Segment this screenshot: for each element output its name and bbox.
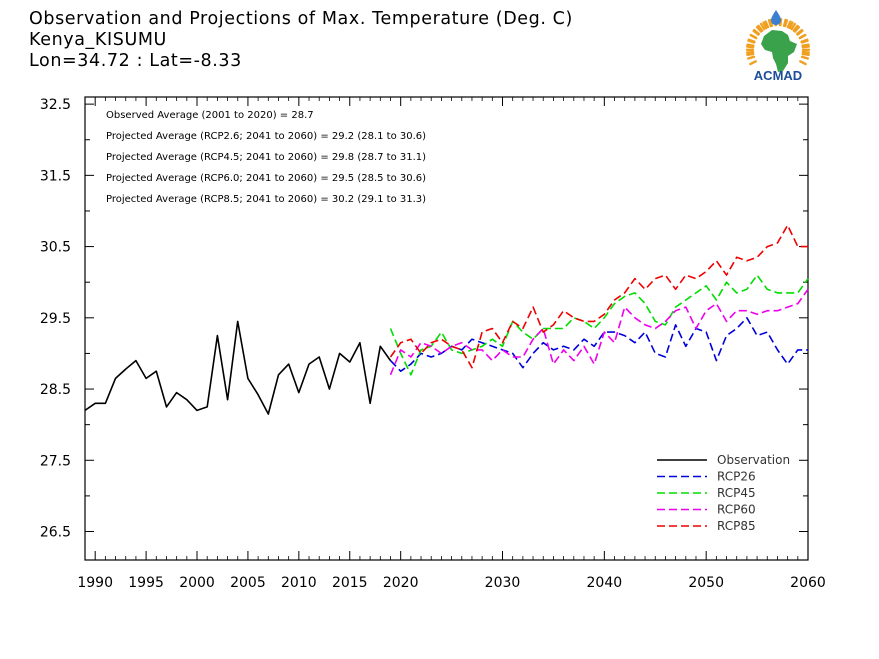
sun-ray-mark <box>746 52 755 57</box>
legend-label: RCP45 <box>717 486 756 500</box>
sun-ray-mark <box>757 24 764 32</box>
x-tick-label: 2020 <box>383 575 419 591</box>
x-tick-label: 2050 <box>688 575 724 591</box>
sun-ray-mark <box>747 39 756 44</box>
series-lines <box>84 224 809 415</box>
sun-ray-mark <box>786 20 792 29</box>
acmad-logo: ACMAD <box>745 10 811 83</box>
x-tick-label: 2015 <box>332 575 368 591</box>
x-tick-label: 1995 <box>128 575 164 591</box>
sun-ray-mark <box>798 33 807 40</box>
sun-ray-mark <box>759 22 766 31</box>
annotation-line: Observed Average (2001 to 2020) = 28.7 <box>106 110 314 121</box>
sun-ray-mark <box>764 20 770 29</box>
legend-label: RCP26 <box>717 470 756 484</box>
annotation-line: Projected Average (RCP4.5; 2041 to 2060)… <box>106 152 426 163</box>
y-tick-label: 28.5 <box>40 382 71 398</box>
sun-ray-mark <box>801 45 811 49</box>
series-line-rcp60 <box>389 288 809 376</box>
series-line-rcp85 <box>389 224 808 369</box>
sun-ray-mark <box>749 60 757 66</box>
annotation-line: Projected Average (RCP6.0; 2041 to 2060)… <box>106 173 426 184</box>
legend-label: Observation <box>717 453 790 467</box>
annotation-line: Projected Average (RCP8.5; 2041 to 2060)… <box>106 194 426 205</box>
sun-ray-mark <box>790 22 797 31</box>
logo-text: ACMAD <box>754 68 802 83</box>
x-tick-label: 2010 <box>281 575 317 591</box>
sun-ray-mark <box>767 19 773 28</box>
sun-ray-mark <box>801 43 810 47</box>
y-tick-label: 30.5 <box>40 240 71 256</box>
chart-title-block: Observation and Projections of Max. Temp… <box>29 9 719 72</box>
sun-ray-mark <box>746 55 756 60</box>
sun-ray-mark <box>800 55 810 60</box>
x-tick-label: 2040 <box>587 575 623 591</box>
sun-ray-mark <box>746 43 755 47</box>
africa-map-icon <box>761 30 797 72</box>
sun-ray-mark <box>793 25 801 33</box>
annotation-line: Projected Average (RCP2.6; 2041 to 2060)… <box>106 131 426 142</box>
sun-ray-mark <box>762 21 768 30</box>
x-tick-label: 2005 <box>230 575 266 591</box>
location-label: Kenya_KISUMU <box>29 30 167 50</box>
sun-ray-mark <box>801 52 810 57</box>
sun-ray-mark <box>788 21 794 30</box>
sun-ray-mark <box>783 19 789 28</box>
y-tick-label: 31.5 <box>40 168 71 184</box>
annotation-block: Observed Average (2001 to 2020) = 28.7 Pr… <box>106 110 426 205</box>
sun-ray-mark <box>749 33 758 40</box>
axis-ticks: 26.5 27.5 28.5 29.5 30.5 31.5 32.5 1990 1995 2000… <box>40 97 826 591</box>
sun-ray-mark <box>792 24 799 32</box>
x-tick-label: 2060 <box>790 575 826 591</box>
coords-label: Lon=34.72 : Lat=-8.33 <box>29 51 242 71</box>
sun-ray-mark <box>795 28 803 36</box>
chart-title: Observation and Projections of Max. Temp… <box>29 9 573 29</box>
y-tick-label: 26.5 <box>40 525 71 541</box>
y-tick-label: 27.5 <box>40 453 71 469</box>
legend-label: RCP85 <box>717 519 756 533</box>
y-tick-label: 32.5 <box>40 97 71 113</box>
series-line-rcp26 <box>389 316 808 373</box>
sun-ray-mark <box>753 28 761 36</box>
x-tick-label: 1990 <box>77 575 113 591</box>
y-tick-label: 29.5 <box>40 311 71 327</box>
raindrop-icon <box>771 10 781 25</box>
sun-ray-mark <box>799 60 807 66</box>
plot-frame <box>84 96 809 561</box>
sun-ray-mark <box>800 39 809 44</box>
series-line-observation <box>84 320 392 415</box>
series-line-rcp45 <box>389 274 809 376</box>
sun-ray-mark <box>745 45 755 49</box>
legend-label: RCP60 <box>717 503 756 517</box>
x-tick-label: 2030 <box>485 575 521 591</box>
legend: Observation RCP26 RCP45 RCP60 RCP85 <box>657 453 790 533</box>
sun-ray-mark <box>755 25 763 33</box>
x-tick-label: 2000 <box>179 575 215 591</box>
